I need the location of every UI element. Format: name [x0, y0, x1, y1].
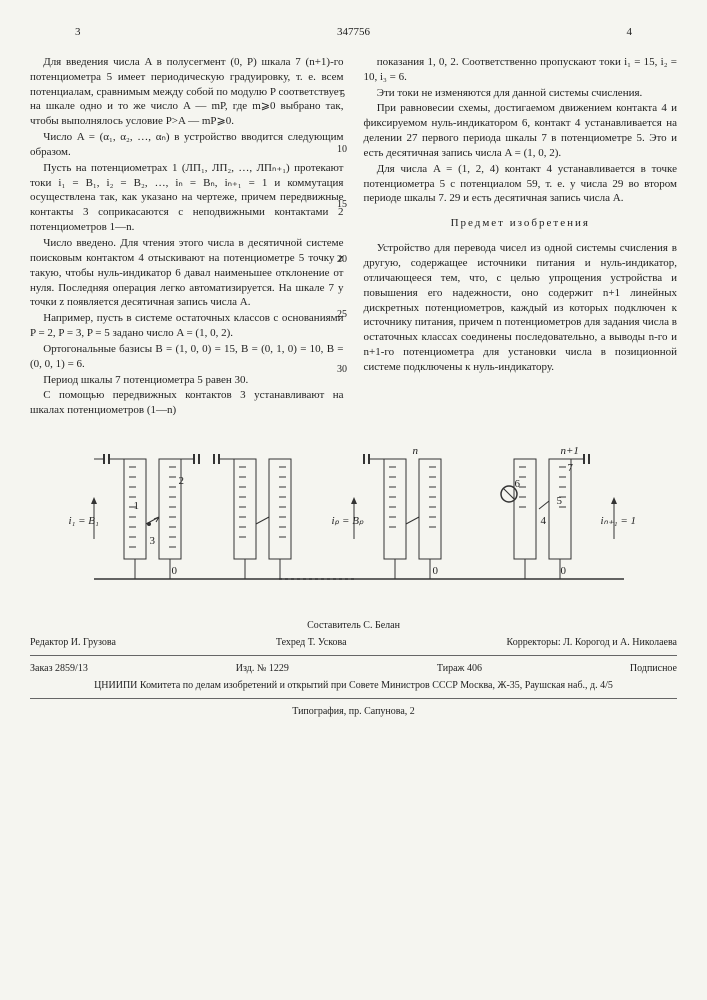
diagram-label: 4 — [541, 514, 547, 529]
diagram-label: 0 — [433, 564, 439, 579]
diagram-label: 1 — [134, 499, 140, 514]
right-column: показания 1, 0, 2. Соответственно пропус… — [364, 55, 678, 419]
diagram-label: 3 — [150, 534, 156, 549]
footer: Составитель С. Белан Редактор И. Грузова… — [30, 619, 677, 719]
paragraph: Пусть на потенциометрах 1 (ЛП₁, ЛП₂, …, … — [30, 161, 344, 235]
text-columns: Для введения числа A в полусегмент (0, P… — [30, 55, 677, 419]
page-number-left: 3 — [75, 25, 81, 40]
line-number: 5 — [340, 88, 345, 102]
typography: Типография, пр. Сапунова, 2 — [30, 705, 677, 719]
paragraph: Число A = (α₁, α₂, …, αₙ) в устройство в… — [30, 130, 344, 160]
diagram-label: 5 — [557, 494, 563, 509]
editor-mid: Техред Т. Ускова — [276, 636, 347, 650]
paragraph: Ортогональные базисы B = (1, 0, 0) = 15,… — [30, 342, 344, 372]
circuit-diagram: i₁ = B₁ iₚ = Bₚ n n+1 iₙ₊₁ = 1 1 2 3 4 5… — [64, 439, 644, 599]
podpisnoe: Подписное — [630, 662, 677, 676]
diagram-label: 6 — [515, 477, 521, 492]
paragraph: Например, пусть в системе остаточных кла… — [30, 311, 344, 341]
diagram-label: 0 — [561, 564, 567, 579]
diagram-label: n+1 — [561, 444, 579, 459]
diagram-label: iₙ₊₁ = 1 — [601, 514, 637, 529]
diagram-label: iₚ = Bₚ — [332, 514, 364, 529]
diagram-label: n — [413, 444, 419, 459]
paragraph: Для введения числа A в полусегмент (0, P… — [30, 55, 344, 129]
diagram-label: 7 — [568, 461, 574, 476]
paragraph: С помощью передвижных контактов 3 устана… — [30, 388, 344, 418]
compiler: Составитель С. Белан — [30, 619, 677, 633]
left-column: Для введения числа A в полусегмент (0, P… — [30, 55, 344, 419]
line-number: 25 — [337, 308, 347, 322]
section-title: Предмет изобретения — [364, 216, 678, 231]
line-number: 15 — [337, 198, 347, 212]
paragraph: Для числа A = (1, 2, 4) контакт 4 устана… — [364, 162, 678, 207]
editor-right: Корректоры: Л. Корогод и А. Николаева — [507, 636, 677, 650]
edition-number: Изд. № 1229 — [236, 662, 289, 676]
document-number: 347756 — [30, 25, 677, 40]
page-number-right: 4 — [627, 25, 633, 40]
paragraph: показания 1, 0, 2. Соответственно пропус… — [364, 55, 678, 85]
diagram-label: 2 — [179, 474, 185, 489]
line-number: 20 — [337, 253, 347, 267]
paragraph: Устройство для перевода чисел из одной с… — [364, 241, 678, 375]
paragraph: Число введено. Для чтения этого числа в … — [30, 236, 344, 310]
diagram-label: 0 — [172, 564, 178, 579]
line-number: 10 — [337, 143, 347, 157]
line-number: 30 — [337, 363, 347, 377]
diagram-label: i₁ = B₁ — [69, 514, 99, 529]
order-number: Заказ 2859/13 — [30, 662, 88, 676]
tirazh: Тираж 406 — [437, 662, 482, 676]
editor-left: Редактор И. Грузова — [30, 636, 116, 650]
paragraph: Эти токи не изменяются для данной систем… — [364, 86, 678, 101]
organization: ЦНИИПИ Комитета по делам изобретений и о… — [30, 679, 677, 693]
paragraph: При равновесии схемы, достигаемом движен… — [364, 101, 678, 160]
paragraph: Период шкалы 7 потенциометра 5 равен 30. — [30, 373, 344, 388]
